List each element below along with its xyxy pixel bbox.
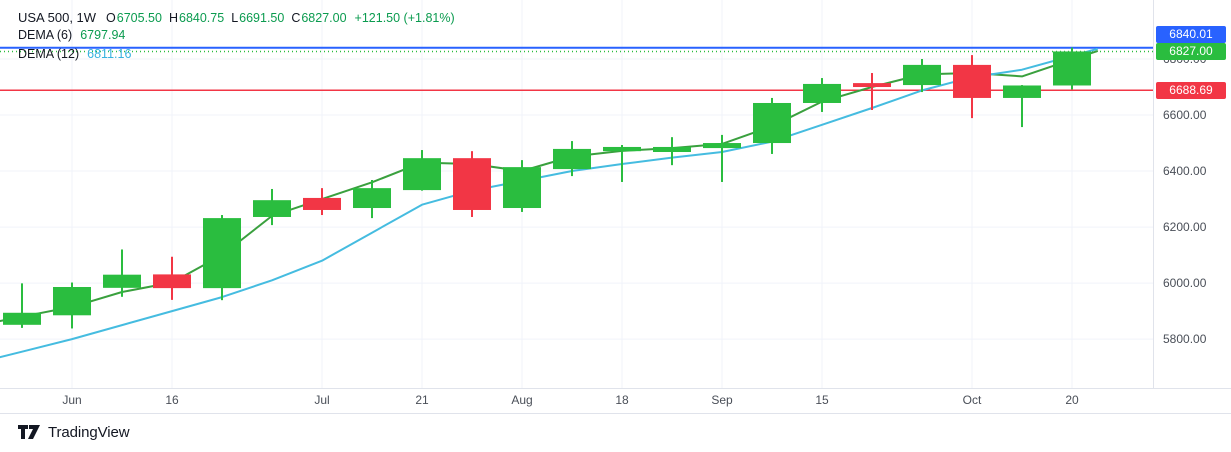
indicator-row[interactable]: DEMA (12) 6811.16 [18,47,462,66]
candle-body [903,64,941,86]
brand-text: TradingView [48,423,130,441]
symbol-title[interactable]: USA 500, 1W [18,10,97,25]
indicator-value: 6811.16 [87,47,132,61]
candle-body [303,197,341,210]
symbol-row[interactable]: USA 500, 1W O6705.50 H6840.75 L6691.50 C682… [18,9,462,28]
candle-body [853,83,891,88]
candle-body [253,200,291,217]
time-axis[interactable]: Jun 16 Jul 21 Aug 18 Sep 15 Oct 20 [0,388,1231,414]
candle-body [53,287,91,316]
indicator-rows: DEMA (6) 6797.94 DEMA (12) 6811.16 [18,28,462,66]
indicator-row[interactable]: DEMA (6) 6797.94 [18,28,462,47]
price-axis-label: 6000.00 [1163,275,1207,290]
ohlc-item: +121.50 (+1.81%) [354,11,455,25]
candle-body [553,148,591,170]
indicator-label: DEMA (12) [18,47,80,61]
time-axis-label: 21 [415,393,429,407]
candle-body [103,274,141,288]
price-axis-label: 6400.00 [1163,163,1207,178]
time-axis-label: Oct [962,393,982,407]
candle-body [653,146,691,153]
candle-body [203,218,241,289]
time-axis-label: 15 [815,393,829,407]
ohlc-item: O6705.50 [106,11,162,25]
candle-body [603,146,641,152]
price-axis[interactable]: 6800.006600.006400.006200.006000.005800.… [1153,0,1231,388]
price-badge: 6688.69 [1156,81,1226,99]
candle-body [753,102,791,144]
ohlc-values: O6705.50 H6840.75 L6691.50 C6827.00 +121.50 … [106,9,462,27]
candle-body [703,143,741,149]
candle-body [803,83,841,103]
chart-footer: TradingView [0,413,1231,452]
time-axis-label: 16 [165,393,179,407]
candle-body [3,312,41,325]
time-axis-label: Jun [62,393,82,407]
price-badge: 6840.01 [1156,25,1226,43]
time-axis-label: Jul [314,393,330,407]
indicator-label: DEMA (6) [18,28,73,42]
candle-body [953,64,991,98]
tradingview-brand-link[interactable]: TradingView [18,423,130,441]
time-axis-label: Aug [511,393,533,407]
price-axis-label: 6200.00 [1163,219,1207,234]
ohlc-item: H6840.75 [168,11,225,25]
tradingview-logo-icon [18,425,40,439]
candle-body [353,188,391,209]
time-axis-label: Sep [711,393,733,407]
indicator-value: 6797.94 [80,28,126,42]
ohlc-item: C6827.00 [291,11,347,25]
price-axis-label: 5800.00 [1163,331,1207,346]
price-chart-canvas[interactable] [0,0,1153,388]
ma-line [0,48,1098,359]
price-axis-label: 6600.00 [1163,107,1207,122]
candle-body [403,158,441,191]
candle-body [153,274,191,289]
time-axis-label: 18 [615,393,629,407]
ohlc-item: L6691.50 [231,11,285,25]
candle-body [1053,51,1091,86]
candle-body [453,158,491,210]
price-badge: 6827.00 [1156,42,1226,60]
time-axis-label: 20 [1065,393,1079,407]
candle-body [503,167,541,209]
chart-legend: USA 500, 1W O6705.50 H6840.75 L6691.50 C682… [18,9,462,66]
candle-body [1003,85,1041,98]
